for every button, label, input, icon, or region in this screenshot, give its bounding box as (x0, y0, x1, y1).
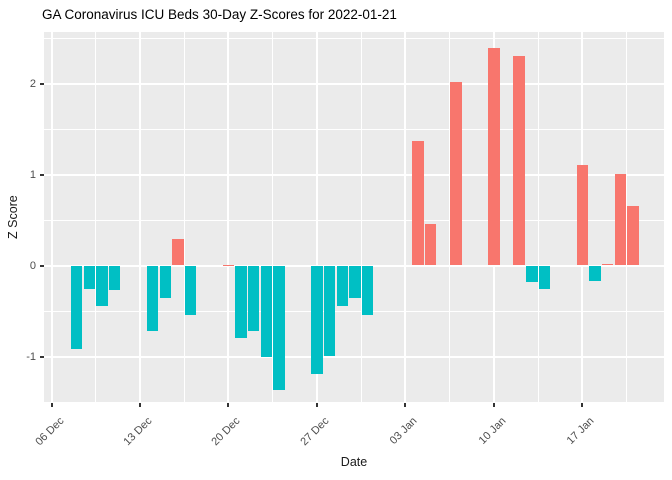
x-tick-label: 27 Dec (298, 415, 332, 449)
x-gridline-minor (95, 32, 97, 403)
bar (614, 173, 626, 266)
bar (336, 265, 348, 307)
bar (488, 48, 500, 266)
x-tick-label: 03 Jan (388, 415, 420, 447)
bar (576, 165, 589, 266)
bar (159, 265, 171, 299)
bar (349, 265, 361, 299)
bar (526, 265, 538, 282)
plot-panel (44, 32, 664, 403)
y-gridline-major (44, 82, 664, 85)
y-tick-label: 0 (29, 259, 36, 272)
y-tick-label: 2 (29, 77, 36, 90)
y-gridline-minor (44, 401, 664, 403)
x-tick-label: 13 Dec (121, 415, 155, 449)
y-tick (40, 173, 44, 176)
x-tick-label: 17 Jan (565, 415, 597, 447)
y-gridline-minor (44, 37, 664, 39)
bar (96, 265, 108, 307)
y-gridline-minor (44, 128, 664, 130)
bar (235, 265, 247, 339)
bar (184, 265, 197, 315)
bar (260, 265, 273, 357)
x-tick (315, 403, 318, 407)
bar (146, 265, 159, 332)
x-tick (50, 403, 53, 407)
bar (425, 223, 437, 266)
x-gridline-major (227, 32, 230, 403)
bar (589, 265, 601, 281)
bar (172, 239, 184, 266)
x-gridline-major (315, 32, 318, 403)
bar (222, 264, 235, 266)
chart-title: GA Coronavirus ICU Beds 30-Day Z-Scores … (42, 7, 397, 22)
y-gridline-major (44, 355, 664, 358)
x-gridline-major (50, 32, 53, 403)
x-gridline-major (138, 32, 141, 403)
bar (273, 265, 285, 391)
x-tick (492, 403, 495, 407)
x-tick-label: 06 Dec (32, 415, 66, 449)
bar (601, 263, 614, 266)
x-gridline-minor (537, 32, 539, 403)
y-tick-label: 1 (29, 168, 36, 181)
bar (450, 81, 462, 266)
x-axis-title: Date (340, 455, 368, 469)
y-tick (40, 264, 44, 267)
bar (248, 265, 260, 332)
x-gridline-minor (360, 32, 362, 403)
y-gridline-major (44, 173, 664, 176)
bar (361, 265, 374, 315)
x-tick (404, 403, 407, 407)
x-gridline-minor (272, 32, 274, 403)
y-gridline-minor (44, 219, 664, 221)
x-tick (581, 403, 584, 407)
x-gridline-major (404, 32, 407, 403)
x-tick (138, 403, 141, 407)
bar (83, 265, 96, 290)
y-tick-label: -1 (26, 350, 36, 363)
y-tick (40, 82, 44, 85)
bar (627, 206, 639, 266)
bar (71, 265, 83, 350)
x-gridline-minor (449, 32, 451, 403)
bar (323, 265, 336, 356)
bar (538, 265, 551, 290)
y-tick (40, 355, 44, 358)
x-tick-label: 20 Dec (209, 415, 243, 449)
bar (311, 265, 323, 374)
x-tick (227, 403, 230, 407)
bar (513, 56, 525, 266)
bar (109, 265, 121, 291)
x-gridline-minor (626, 32, 628, 403)
y-gridline-minor (44, 310, 664, 312)
x-gridline-minor (183, 32, 185, 403)
bar (412, 140, 424, 266)
x-tick-label: 10 Jan (476, 415, 509, 447)
